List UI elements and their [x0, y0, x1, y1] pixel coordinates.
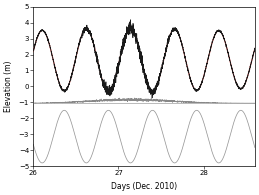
Y-axis label: Elevation (m): Elevation (m) — [4, 61, 13, 112]
X-axis label: Days (Dec. 2010): Days (Dec. 2010) — [111, 182, 177, 191]
